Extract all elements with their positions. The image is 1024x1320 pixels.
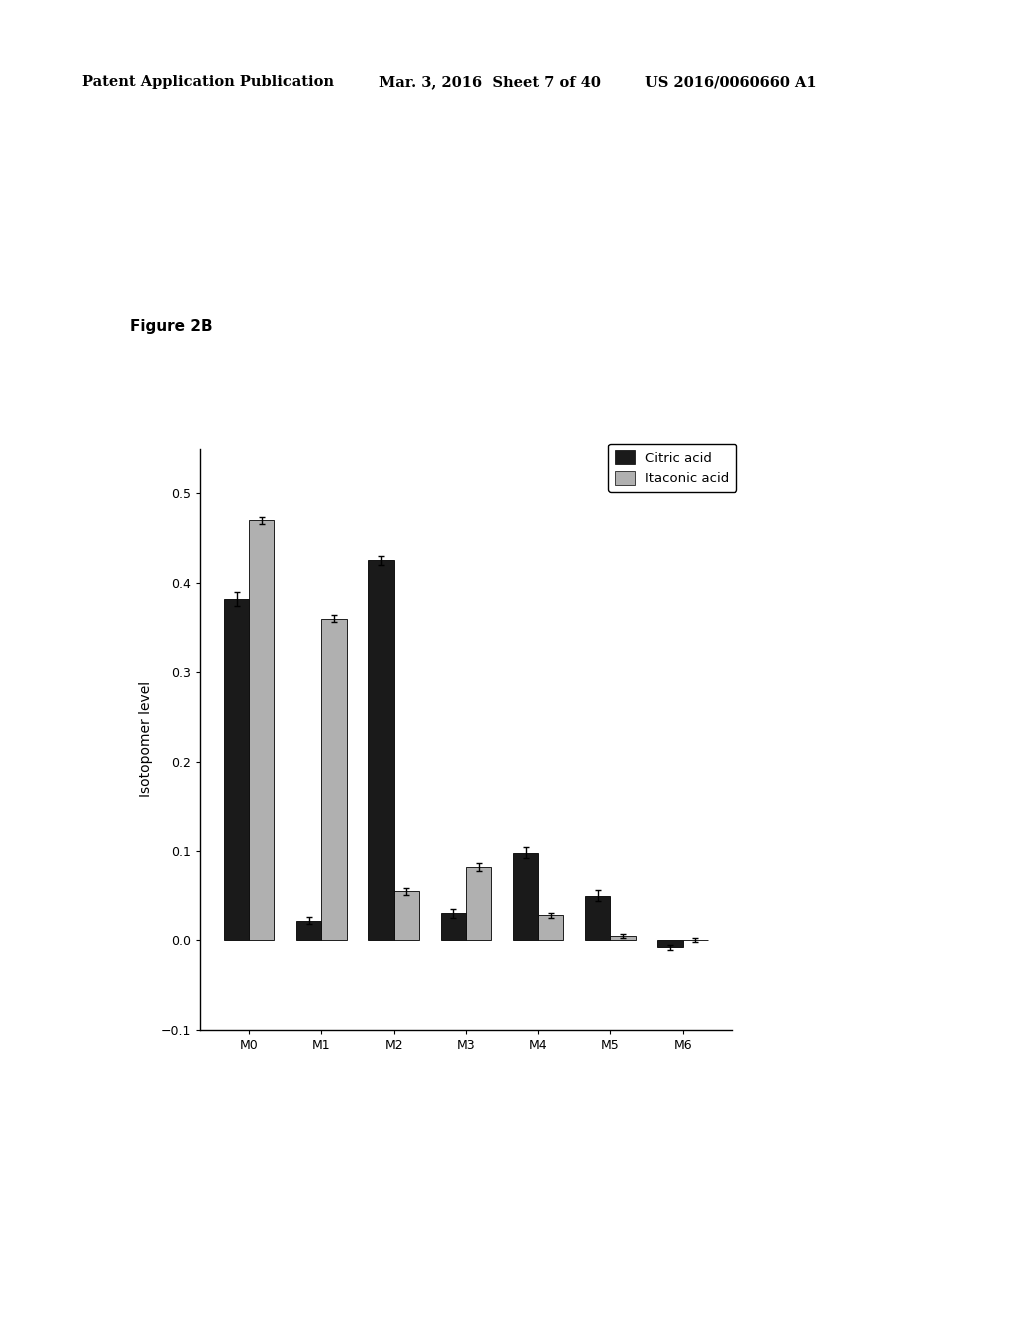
Bar — [513, 853, 539, 940]
Text: Mar. 3, 2016  Sheet 7 of 40: Mar. 3, 2016 Sheet 7 of 40 — [379, 75, 601, 90]
Bar — [322, 619, 347, 940]
Bar — [539, 915, 563, 940]
Y-axis label: Isotopomer level: Isotopomer level — [139, 681, 154, 797]
Text: Patent Application Publication: Patent Application Publication — [82, 75, 334, 90]
Bar — [585, 895, 610, 940]
Bar — [393, 891, 419, 940]
Legend: Citric acid, Itaconic acid: Citric acid, Itaconic acid — [608, 444, 736, 492]
Bar — [249, 520, 274, 940]
Bar — [610, 936, 636, 940]
Bar — [369, 561, 393, 940]
Text: US 2016/0060660 A1: US 2016/0060660 A1 — [645, 75, 817, 90]
Text: Figure 2B: Figure 2B — [130, 319, 213, 334]
Bar — [466, 867, 492, 940]
Bar — [440, 913, 466, 940]
Bar — [296, 920, 322, 940]
Bar — [657, 940, 683, 948]
Bar — [224, 599, 249, 940]
